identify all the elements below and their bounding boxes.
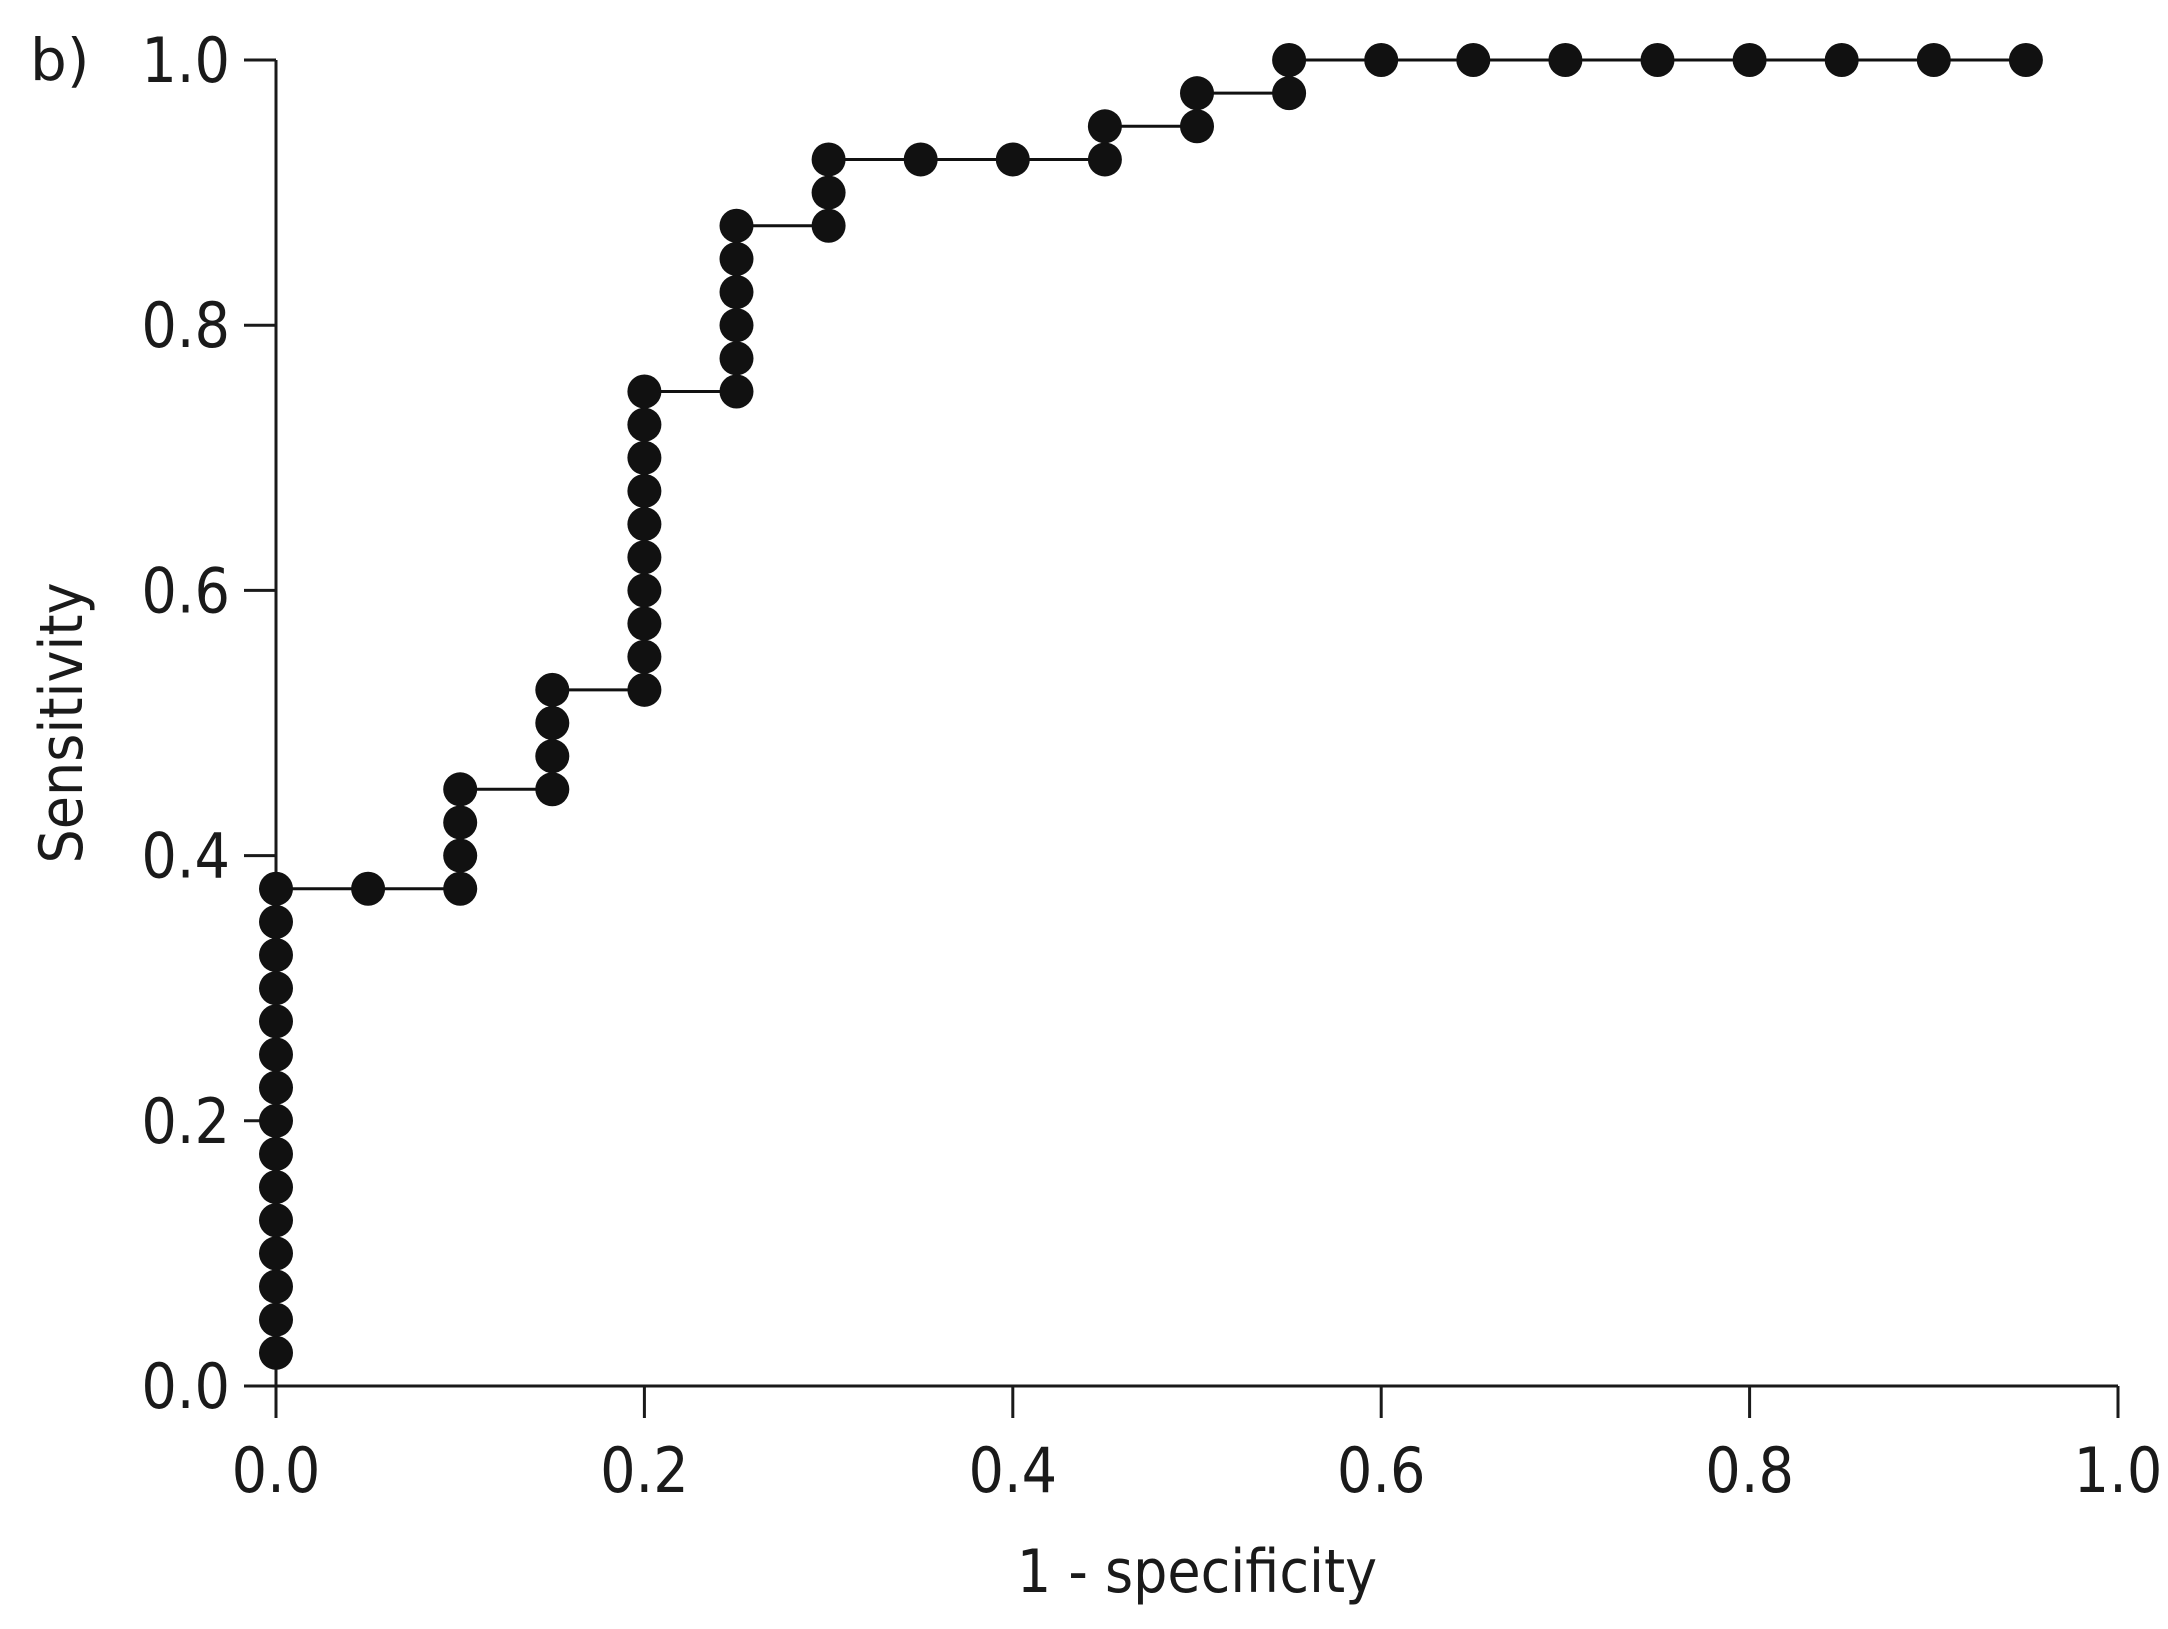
roc-point: [903, 142, 938, 177]
roc-point: [719, 308, 754, 343]
roc-point: [259, 971, 293, 1006]
roc-points: [259, 43, 2043, 1370]
roc-point: [535, 739, 570, 774]
y-ticks: 0.0 0.2 0.4 0.6 0.8 1.0: [141, 24, 276, 1423]
roc-point: [719, 374, 754, 409]
roc-point: [1640, 43, 1675, 77]
roc-point: [1916, 43, 1951, 77]
roc-step-line: [274, 58, 2026, 1353]
roc-point: [1548, 43, 1583, 77]
roc-point: [627, 374, 662, 409]
roc-point: [259, 1236, 293, 1271]
roc-point: [1087, 109, 1122, 144]
y-tick-label: 0.4: [141, 820, 230, 893]
y-tick-label: 0.0: [141, 1350, 230, 1423]
roc-point: [259, 1203, 293, 1238]
roc-point: [535, 672, 570, 707]
roc-point: [995, 142, 1030, 177]
roc-point: [259, 1335, 293, 1370]
roc-point: [719, 275, 754, 310]
panel-label: b): [30, 26, 89, 94]
roc-point: [443, 871, 478, 906]
roc-point: [259, 1136, 293, 1171]
x-tick-label: 1.0: [2074, 1434, 2163, 1507]
roc-point: [627, 573, 662, 608]
roc-point: [259, 1004, 293, 1039]
y-tick-label: 0.8: [141, 289, 230, 362]
roc-point: [259, 1269, 293, 1304]
x-tick-label: 0.2: [600, 1434, 689, 1507]
roc-point: [259, 904, 293, 939]
roc-point: [627, 507, 662, 542]
x-tick-label: 0.6: [1337, 1434, 1426, 1507]
roc-point: [259, 1103, 293, 1138]
y-axis-title: Sensitivity: [27, 582, 97, 863]
roc-point: [719, 208, 754, 243]
roc-point: [1180, 109, 1214, 144]
roc-point: [259, 1070, 293, 1105]
roc-point: [627, 407, 662, 442]
roc-point: [443, 805, 478, 840]
x-tick-label: 0.8: [1705, 1434, 1794, 1507]
roc-point: [627, 473, 662, 508]
roc-point: [627, 639, 662, 674]
x-ticks: 0.0 0.2 0.4 0.6 0.8 1.0: [232, 1386, 2163, 1507]
plot-area: [259, 43, 2043, 1370]
roc-point: [259, 1037, 293, 1072]
roc-point: [351, 871, 386, 906]
roc-point: [535, 772, 570, 807]
roc-point: [1272, 43, 1307, 77]
roc-point: [811, 175, 846, 210]
x-tick-label: 0.4: [968, 1434, 1057, 1507]
roc-point: [1364, 43, 1399, 77]
roc-point: [1272, 76, 1307, 111]
roc-point: [1456, 43, 1491, 77]
roc-point: [443, 772, 478, 807]
roc-point: [259, 938, 293, 973]
roc-point: [811, 142, 846, 177]
roc-point: [627, 672, 662, 707]
y-tick-label: 0.6: [141, 554, 230, 627]
roc-point: [811, 208, 846, 243]
roc-point: [259, 1302, 293, 1337]
roc-point: [627, 540, 662, 575]
roc-point: [1732, 43, 1767, 77]
axes: 0.0 0.2 0.4 0.6 0.8 1.0 0.0 0.2 0.4 0.6 0.8 1.0: [141, 24, 2162, 1507]
roc-point: [443, 838, 478, 873]
roc-point: [719, 341, 754, 376]
roc-point: [259, 871, 293, 906]
roc-point: [1087, 142, 1122, 177]
roc-point: [535, 706, 570, 740]
roc-point: [1824, 43, 1859, 77]
roc-point: [627, 606, 662, 641]
y-tick-label: 1.0: [141, 24, 230, 97]
roc-point: [627, 440, 662, 475]
y-tick-label: 0.2: [141, 1085, 230, 1158]
x-tick-label: 0.0: [232, 1434, 321, 1507]
roc-point: [2008, 43, 2043, 77]
roc-point: [1180, 76, 1214, 111]
roc-point: [719, 241, 754, 276]
roc-point: [259, 1170, 293, 1205]
x-axis-title: 1 - specificity: [1017, 1537, 1377, 1607]
